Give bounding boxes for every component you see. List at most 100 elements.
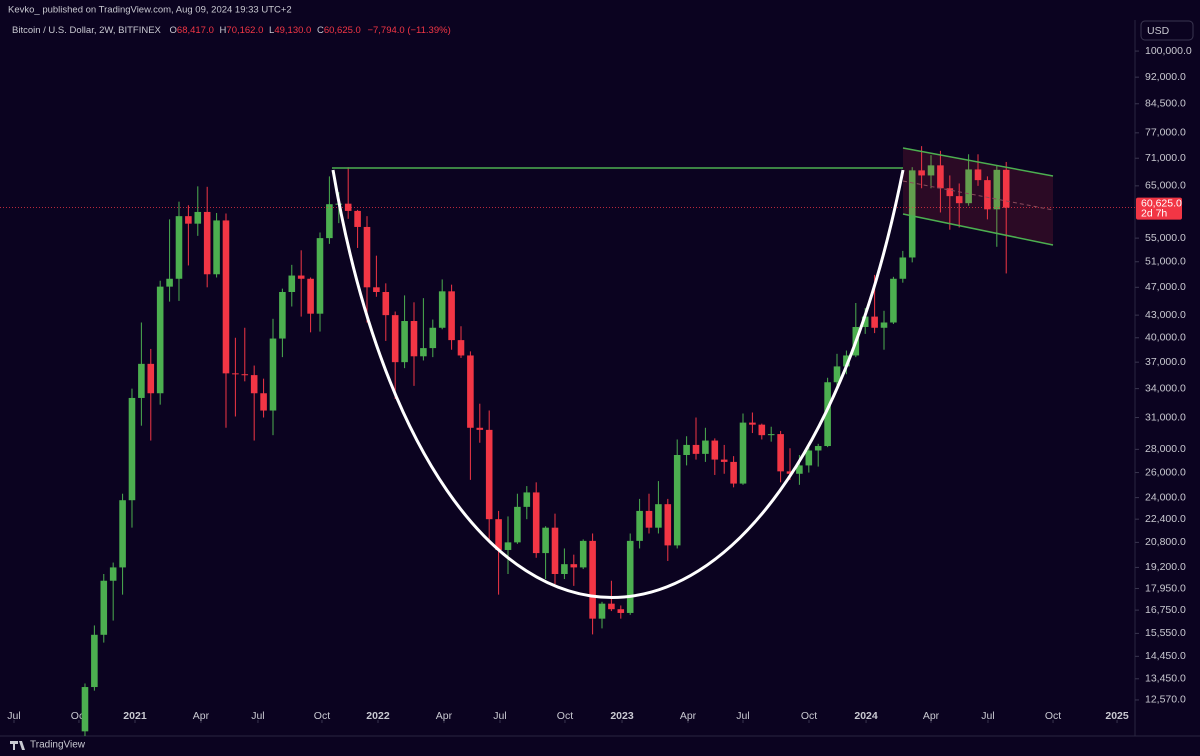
candle-body	[363, 226, 371, 288]
last-price-box	[1136, 197, 1182, 220]
candle-body	[777, 434, 784, 472]
candle-body	[927, 165, 935, 176]
candle-body	[523, 492, 531, 507]
c-value: 60,625.0	[324, 25, 361, 36]
y-tick-label: 15,550.0	[1145, 627, 1186, 639]
candle-body	[683, 444, 690, 456]
symbol: Bitcoin / U.S. Dollar, 2W, BITFINEX	[12, 25, 162, 36]
candle-body	[138, 363, 145, 398]
channel-mid	[902, 180, 1054, 211]
y-tick-label: 22,400.0	[1145, 513, 1186, 525]
currency-button[interactable]	[1140, 20, 1194, 41]
change: −7,794.0 (−11.39%)	[367, 25, 450, 36]
candle-body	[824, 382, 831, 447]
candle-body	[297, 275, 305, 279]
candle-body	[579, 540, 587, 568]
candle-body	[796, 465, 803, 474]
candle-body	[974, 169, 982, 181]
h-value: 70,162.0	[226, 25, 263, 36]
candle-body	[890, 278, 897, 323]
channel-top	[902, 147, 1054, 177]
candle-body	[429, 327, 437, 349]
candle-body	[373, 287, 380, 293]
candle-body	[720, 459, 728, 462]
candle-body	[993, 169, 1001, 210]
channel-bottom	[902, 213, 1054, 246]
y-tick-label: 51,000.0	[1145, 256, 1186, 268]
y-tick-label: 24,000.0	[1145, 491, 1186, 503]
candle-body	[504, 542, 512, 550]
x-tick-label: Oct	[314, 710, 330, 722]
candle-body	[213, 220, 220, 275]
candle-body	[288, 275, 296, 293]
candle-body	[279, 292, 286, 339]
y-tick-label: 16,750.0	[1145, 604, 1186, 616]
x-tick-label: Jul	[7, 710, 20, 722]
candle-body	[918, 170, 925, 176]
c-letter: C	[317, 25, 324, 36]
candle-body	[91, 634, 98, 688]
candle-body	[391, 315, 399, 363]
x-tick-label: 2023	[610, 710, 634, 722]
channel-fill	[903, 148, 1053, 245]
x-tick-label: 2024	[854, 710, 878, 722]
currency[interactable]: USD	[1147, 25, 1170, 37]
candle-body	[250, 375, 258, 394]
y-tick-label: 71,000.0	[1145, 152, 1186, 164]
candle-body	[467, 355, 474, 428]
y-tick-label: 100,000.0	[1145, 45, 1192, 57]
candle-body	[664, 504, 672, 546]
candle-body	[307, 278, 314, 314]
candle-body	[937, 165, 944, 189]
candle-body	[843, 355, 850, 367]
l-value: 49,130.0	[274, 25, 311, 36]
candle-body	[589, 540, 596, 619]
x-tick-label: Apr	[923, 710, 940, 722]
last-price-label: 60,625.0	[1141, 197, 1182, 209]
candle-body	[232, 373, 239, 375]
candle-body	[203, 211, 211, 275]
candle-body	[495, 519, 502, 550]
candle-body	[194, 211, 202, 224]
cup-curve	[331, 169, 905, 599]
candle-body	[673, 455, 681, 546]
candle-body	[645, 510, 653, 528]
y-tick-label: 47,000.0	[1145, 281, 1186, 293]
candle-body	[438, 291, 446, 328]
y-tick-label: 65,000.0	[1145, 180, 1186, 192]
candle-body	[984, 180, 991, 210]
candle-body	[156, 286, 164, 394]
candle-body	[222, 220, 230, 374]
candle-body	[814, 446, 822, 451]
x-tick-label: 2021	[123, 710, 147, 722]
candle-body	[542, 527, 549, 554]
y-tick-label: 13,450.0	[1145, 673, 1186, 685]
candle-body	[561, 564, 568, 575]
candle-body	[119, 500, 126, 568]
candle-body	[457, 340, 465, 356]
footer-logo	[10, 741, 25, 750]
candle-body	[767, 434, 775, 436]
candle-body	[448, 291, 455, 341]
candle-body	[410, 321, 418, 357]
candle-body	[946, 188, 954, 197]
candle-body	[128, 397, 136, 501]
x-tick-label: Oct	[1045, 710, 1061, 722]
candle-body	[326, 204, 333, 239]
candle-body	[185, 216, 192, 224]
x-tick-label: Jul	[251, 710, 264, 722]
candle-body	[316, 238, 324, 314]
candle-body	[100, 580, 108, 635]
candle-body	[382, 292, 390, 316]
candle-body	[401, 321, 408, 363]
y-tick-label: 77,000.0	[1145, 127, 1186, 139]
candle-body	[636, 510, 643, 541]
candle-body	[260, 393, 267, 411]
candle-body	[655, 504, 662, 528]
candle-body	[739, 422, 747, 484]
candle-body	[241, 374, 249, 376]
plot-area: 100,000.0 92,000.0 84,500.0 77,000.0 71,000.…	[0, 45, 1192, 737]
candle-body	[833, 366, 841, 383]
candle-body	[485, 429, 493, 520]
